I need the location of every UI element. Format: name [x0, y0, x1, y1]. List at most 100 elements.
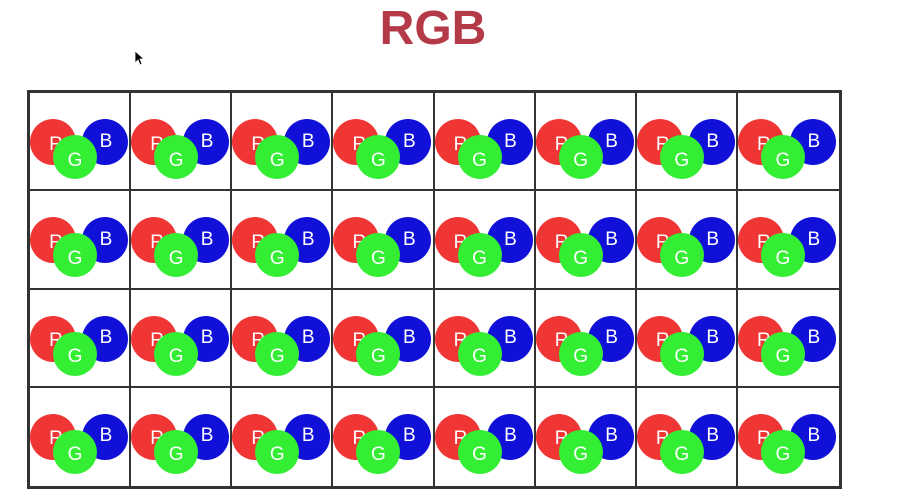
- green-subpixel-label: G: [168, 444, 184, 466]
- green-subpixel: G: [457, 331, 502, 376]
- blue-subpixel-label: B: [504, 130, 517, 152]
- green-subpixel-label: G: [674, 346, 690, 367]
- blue-subpixel-label: B: [99, 228, 113, 250]
- pixel-cell: RBG: [636, 93, 738, 192]
- pixel-cell: RBG: [535, 93, 637, 192]
- pixel-cell: RBG: [30, 289, 132, 388]
- pixel-cell: RBG: [232, 289, 334, 388]
- pixel-cell: RBG: [636, 387, 738, 486]
- green-subpixel-label: G: [168, 247, 184, 269]
- green-subpixel: G: [255, 233, 300, 278]
- pixel-cell: RBG: [131, 289, 233, 388]
- blue-subpixel-label: B: [807, 228, 821, 250]
- blue-subpixel-label: B: [504, 327, 517, 348]
- blue-subpixel-label: B: [200, 130, 214, 152]
- green-subpixel-label: G: [269, 149, 285, 171]
- green-subpixel: G: [659, 331, 704, 376]
- pixel-cell: RBG: [30, 93, 132, 192]
- green-subpixel-label: G: [370, 149, 386, 171]
- blue-subpixel-label: B: [403, 228, 416, 250]
- blue-subpixel: B: [688, 315, 735, 362]
- green-subpixel-label: G: [168, 346, 184, 367]
- blue-subpixel: B: [385, 315, 432, 362]
- blue-subpixel-label: B: [200, 327, 214, 348]
- blue-subpixel-label: B: [99, 327, 113, 348]
- green-subpixel-label: G: [370, 444, 386, 466]
- green-subpixel: G: [154, 135, 199, 179]
- pixel-cell: RBG: [131, 93, 233, 192]
- green-subpixel: G: [558, 331, 603, 376]
- green-subpixel-label: G: [67, 247, 83, 269]
- green-subpixel: G: [760, 331, 805, 376]
- green-subpixel: G: [255, 135, 300, 179]
- pixel-cell: RBG: [232, 191, 334, 290]
- green-subpixel: G: [154, 429, 199, 474]
- green-subpixel-label: G: [573, 149, 589, 171]
- blue-subpixel-label: B: [807, 130, 821, 152]
- pixel-cell: RBG: [737, 388, 839, 486]
- green-subpixel: G: [659, 135, 704, 179]
- pixel-cell: RBG: [333, 93, 435, 192]
- pixel-cell: RBG: [535, 191, 637, 290]
- pixel-cell: RBG: [434, 191, 536, 290]
- green-subpixel-label: G: [269, 247, 285, 269]
- green-subpixel: G: [356, 331, 401, 376]
- pixel-cell: RBG: [333, 191, 435, 290]
- blue-subpixel-label: B: [706, 228, 720, 250]
- pixel-cell: RBG: [333, 387, 435, 486]
- blue-subpixel-label: B: [99, 425, 113, 447]
- pixel-cell: RBG: [636, 191, 738, 290]
- blue-subpixel-label: B: [504, 228, 517, 250]
- blue-subpixel-label: B: [807, 327, 821, 348]
- pixel-cell: RBG: [30, 387, 132, 486]
- green-subpixel: G: [659, 233, 704, 278]
- green-subpixel-label: G: [472, 149, 487, 171]
- green-subpixel-label: G: [674, 444, 690, 466]
- green-subpixel-label: G: [775, 444, 791, 466]
- green-subpixel-label: G: [269, 444, 285, 466]
- blue-subpixel-label: B: [301, 130, 315, 152]
- blue-subpixel-label: B: [706, 327, 720, 348]
- green-subpixel: G: [457, 429, 502, 474]
- green-subpixel: G: [760, 233, 805, 278]
- pixel-cell: RBG: [232, 387, 334, 486]
- green-subpixel-label: G: [472, 346, 487, 367]
- green-subpixel: G: [53, 233, 97, 278]
- page-title: RGB: [379, 2, 487, 55]
- blue-subpixel-label: B: [605, 425, 618, 447]
- pixel-cell: RBG: [131, 387, 233, 486]
- green-subpixel: G: [760, 429, 805, 474]
- blue-subpixel-label: B: [504, 425, 517, 447]
- green-subpixel-label: G: [370, 247, 386, 269]
- blue-subpixel-label: B: [301, 228, 315, 250]
- blue-subpixel-label: B: [706, 425, 720, 447]
- green-subpixel-label: G: [775, 149, 791, 171]
- pixel-cell: RBG: [30, 191, 132, 290]
- green-subpixel: G: [356, 233, 401, 278]
- blue-subpixel-label: B: [200, 425, 214, 447]
- green-subpixel: G: [760, 135, 805, 179]
- blue-subpixel-label: B: [99, 130, 113, 152]
- pixel-cell: RBG: [232, 93, 334, 192]
- blue-subpixel-label: B: [605, 327, 618, 348]
- pixel-cell: RBG: [131, 191, 233, 290]
- green-subpixel: G: [53, 429, 97, 474]
- blue-subpixel-label: B: [605, 130, 618, 152]
- blue-subpixel-label: B: [807, 425, 821, 447]
- mouse-pointer-icon: [134, 50, 144, 66]
- green-subpixel: G: [255, 429, 300, 474]
- green-subpixel-label: G: [573, 247, 589, 269]
- pixel-cell: RBG: [737, 191, 839, 290]
- green-subpixel-label: G: [370, 346, 386, 367]
- green-subpixel: G: [356, 135, 401, 179]
- green-subpixel-label: G: [168, 149, 184, 171]
- green-subpixel: G: [53, 331, 97, 376]
- blue-subpixel-label: B: [706, 130, 720, 152]
